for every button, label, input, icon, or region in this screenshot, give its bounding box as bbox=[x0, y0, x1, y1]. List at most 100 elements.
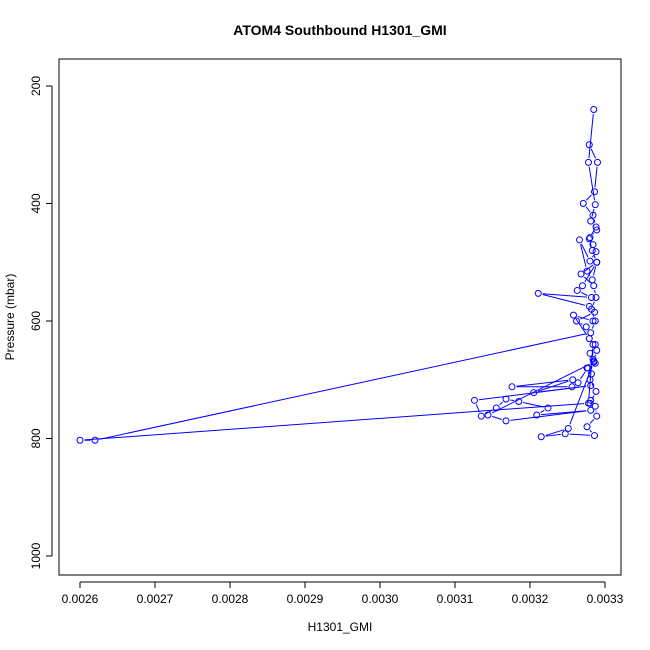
chart-title: ATOM4 Southbound H1301_GMI bbox=[233, 22, 446, 38]
data-point bbox=[592, 248, 600, 256]
data-point bbox=[591, 317, 599, 325]
series-segment bbox=[580, 371, 586, 380]
series-segment bbox=[592, 232, 595, 235]
data-point bbox=[588, 247, 596, 254]
series-segment bbox=[594, 290, 596, 294]
series-segment bbox=[580, 322, 583, 325]
data-point bbox=[502, 417, 510, 425]
series-segment bbox=[590, 148, 597, 159]
x-tick-label: 0.0029 bbox=[287, 592, 324, 606]
data-point bbox=[591, 188, 598, 196]
y-tick-label: 1000 bbox=[29, 542, 43, 569]
data-point bbox=[583, 364, 591, 372]
data-point bbox=[76, 436, 84, 444]
series-segment bbox=[577, 315, 589, 321]
plot-area bbox=[76, 106, 601, 444]
series-segment bbox=[585, 206, 591, 213]
series-segment bbox=[542, 294, 586, 306]
series-segment bbox=[499, 401, 503, 406]
y-tick-label: 600 bbox=[29, 311, 43, 331]
series-segment bbox=[84, 403, 585, 441]
series-segment bbox=[99, 333, 587, 440]
x-tick-label: 0.0026 bbox=[62, 592, 99, 606]
series-segment bbox=[510, 410, 587, 421]
series-segment bbox=[581, 291, 588, 296]
data-point bbox=[586, 349, 594, 357]
data-point bbox=[502, 395, 510, 403]
data-point bbox=[484, 411, 492, 419]
series-segment bbox=[594, 166, 598, 188]
data-point bbox=[588, 294, 595, 301]
data-point bbox=[586, 234, 594, 242]
data-point bbox=[585, 399, 592, 407]
series-segment bbox=[492, 415, 502, 420]
y-tick-label: 400 bbox=[29, 193, 43, 213]
series-segment bbox=[592, 266, 597, 276]
data-point bbox=[593, 346, 601, 354]
series-segment bbox=[588, 113, 594, 158]
series-segment bbox=[588, 166, 596, 201]
x-tick-label: 0.0028 bbox=[212, 592, 249, 606]
data-point bbox=[583, 423, 591, 431]
data-point bbox=[492, 404, 500, 412]
series-segment bbox=[569, 366, 593, 425]
data-point bbox=[91, 436, 99, 444]
series-segment bbox=[581, 243, 589, 258]
data-point bbox=[591, 402, 599, 410]
series-group bbox=[76, 106, 601, 444]
data-point bbox=[593, 412, 601, 420]
x-tick-label: 0.0027 bbox=[137, 592, 174, 606]
series-segment bbox=[510, 399, 515, 402]
data-point bbox=[591, 432, 598, 440]
series-segment bbox=[516, 379, 569, 387]
data-point bbox=[544, 404, 552, 412]
x-tick-label: 0.0030 bbox=[362, 592, 399, 606]
data-point bbox=[534, 289, 542, 297]
y-tick-label: 800 bbox=[29, 428, 43, 448]
data-point bbox=[589, 211, 597, 219]
data-point bbox=[574, 379, 582, 387]
series-segment bbox=[586, 194, 592, 201]
series-segment bbox=[591, 325, 595, 329]
data-point bbox=[573, 317, 580, 325]
data-point bbox=[573, 286, 581, 294]
data-point bbox=[477, 412, 485, 420]
data-point bbox=[587, 217, 595, 225]
series-segment bbox=[589, 429, 592, 433]
data-point bbox=[587, 406, 595, 414]
data-point bbox=[508, 383, 516, 391]
series-segment bbox=[589, 363, 591, 366]
data-point bbox=[593, 258, 601, 266]
series-segment bbox=[591, 255, 595, 258]
data-point bbox=[569, 376, 577, 384]
data-point bbox=[588, 305, 595, 313]
series-segment bbox=[589, 419, 595, 424]
data-point bbox=[592, 388, 600, 395]
series-segment bbox=[591, 230, 595, 236]
data-point bbox=[585, 141, 593, 149]
series-segment bbox=[580, 244, 587, 267]
data-point bbox=[537, 433, 545, 441]
y-axis-label: Pressure (mbar) bbox=[3, 274, 17, 361]
series-segment bbox=[523, 401, 544, 408]
series-segment bbox=[593, 219, 596, 223]
data-point bbox=[583, 267, 591, 275]
axes: 0.0026 0.0027 0.0028 0.0029 0.0030 0.0031 0.00… bbox=[29, 76, 624, 606]
data-point bbox=[579, 282, 586, 290]
x-tick-label: 0.0032 bbox=[512, 592, 549, 606]
data-point bbox=[590, 357, 598, 365]
series-segment bbox=[569, 433, 591, 436]
series-segment bbox=[592, 301, 595, 306]
data-point bbox=[471, 396, 478, 404]
data-point bbox=[589, 317, 597, 325]
series-segment bbox=[575, 318, 588, 336]
data-point bbox=[561, 430, 569, 438]
series-segment bbox=[545, 433, 561, 437]
x-axis-label: H1301_GMI bbox=[308, 620, 373, 634]
data-point bbox=[582, 323, 590, 331]
x-tick-label: 0.0031 bbox=[437, 592, 474, 606]
series-segment bbox=[591, 395, 595, 400]
data-point bbox=[579, 200, 587, 207]
data-point bbox=[585, 158, 592, 166]
series-segment bbox=[545, 429, 565, 436]
